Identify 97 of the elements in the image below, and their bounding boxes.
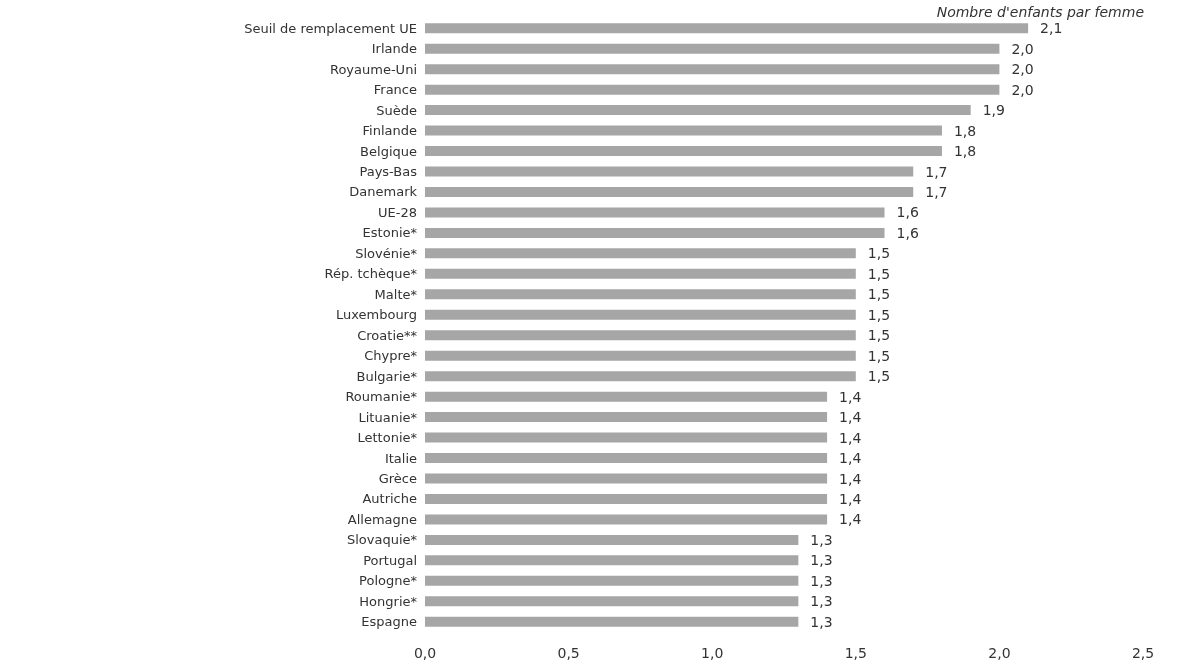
bar — [425, 453, 828, 464]
data-label: 2,0 — [1011, 40, 1034, 57]
bar — [425, 146, 942, 157]
y-tick-label: Portugal — [363, 552, 417, 568]
y-tick-label: Roumanie* — [345, 389, 418, 405]
bar — [425, 23, 1029, 34]
y-tick-label: Pays-Bas — [359, 164, 418, 179]
y-tick-label: Slovénie* — [355, 245, 418, 261]
y-tick-label: Hongrie* — [359, 593, 418, 609]
y-tick-label: Autriche — [362, 491, 417, 507]
bar — [425, 596, 799, 607]
y-tick-label: Rép. tchèque* — [324, 266, 418, 282]
y-tick-label: Pologne* — [359, 573, 418, 589]
data-label: 1,5 — [867, 368, 891, 385]
y-tick-label: Finlande — [362, 123, 417, 139]
data-label: 1,5 — [867, 327, 891, 344]
data-label: 1,8 — [953, 122, 977, 139]
bar — [425, 514, 828, 525]
data-label: 1,5 — [867, 306, 891, 323]
y-tick-label: Slovaquie* — [346, 532, 418, 548]
data-label: 1,5 — [867, 245, 891, 262]
data-label: 1,5 — [867, 265, 891, 282]
data-label: 1,4 — [839, 409, 862, 426]
data-label: 1,3 — [810, 552, 833, 569]
y-tick-label: Chypre* — [364, 348, 418, 364]
bar — [425, 616, 799, 627]
bar — [425, 473, 828, 484]
data-label: 1,7 — [925, 183, 948, 200]
data-label: 1,8 — [953, 143, 977, 160]
data-label: 1,7 — [925, 163, 948, 180]
bar — [425, 391, 828, 402]
x-tick-label: 2,5 — [1131, 645, 1155, 661]
data-label: 2,0 — [1011, 81, 1034, 98]
bar — [425, 330, 856, 341]
y-tick-label: Lituanie* — [358, 409, 418, 425]
bar — [425, 432, 828, 443]
data-label: 1,9 — [982, 102, 1005, 119]
x-tick-label: 0,5 — [557, 645, 580, 661]
bar — [425, 350, 856, 361]
bar — [425, 84, 1000, 95]
bar — [425, 43, 1000, 54]
data-label: 1,5 — [867, 286, 891, 303]
x-tick-label: 1,0 — [701, 645, 724, 661]
x-tick-label: 0,0 — [413, 645, 437, 661]
data-label: 1,6 — [896, 204, 919, 221]
y-tick-label: Luxembourg — [335, 307, 417, 323]
bar — [425, 493, 828, 504]
bar — [425, 207, 885, 218]
data-label: 1,3 — [810, 613, 833, 630]
data-label: 1,4 — [839, 470, 862, 487]
y-tick-label: Danemark — [349, 184, 418, 200]
y-tick-label: Royaume-Uni — [329, 61, 417, 77]
y-tick-label: Estonie* — [362, 225, 418, 241]
data-label: 1,4 — [839, 388, 862, 405]
data-label: 2,1 — [1040, 20, 1063, 37]
data-label: 1,3 — [810, 531, 833, 548]
y-tick-label: Espagne — [361, 614, 417, 630]
data-label: 1,5 — [867, 347, 891, 364]
bar — [425, 371, 856, 382]
bar — [425, 412, 828, 423]
data-label: 1,4 — [839, 429, 862, 446]
bar — [425, 309, 856, 320]
y-tick-label: Bulgarie* — [356, 368, 418, 384]
y-tick-label: Lettonie* — [357, 430, 418, 446]
x-axis-title: Nombre d'enfants par femme — [936, 4, 1145, 20]
y-tick-label: Grèce — [378, 471, 417, 486]
bar — [425, 105, 971, 116]
x-tick-label: 1,5 — [844, 645, 867, 661]
data-label: 1,4 — [839, 450, 862, 467]
y-tick-label: Italie — [384, 450, 417, 466]
bar — [425, 227, 885, 238]
y-tick-label: Belgique — [360, 143, 417, 159]
data-label: 1,3 — [810, 572, 833, 589]
y-tick-label: Malte* — [374, 286, 418, 302]
y-tick-label: UE-28 — [378, 204, 417, 220]
bar — [425, 268, 856, 279]
y-tick-label: France — [373, 82, 417, 98]
data-label: 2,0 — [1011, 61, 1034, 78]
y-tick-label: Allemagne — [347, 511, 417, 527]
y-tick-label: Croatie** — [357, 327, 418, 343]
data-label: 1,3 — [810, 593, 833, 610]
bar — [425, 64, 1000, 75]
bar — [425, 125, 942, 136]
y-tick-label: Suède — [376, 102, 417, 118]
x-tick-label: 2,0 — [988, 645, 1011, 661]
y-tick-label: Seuil de remplacement UE — [244, 20, 417, 36]
bar — [425, 166, 914, 177]
bar — [425, 248, 856, 259]
bar — [425, 289, 856, 300]
bar — [425, 534, 799, 545]
bar — [425, 575, 799, 586]
bar — [425, 186, 914, 197]
data-label: 1,4 — [839, 490, 862, 507]
data-label: 1,6 — [896, 224, 919, 241]
y-tick-label: Irlande — [371, 41, 417, 57]
bar — [425, 555, 799, 566]
data-label: 1,4 — [839, 511, 862, 528]
